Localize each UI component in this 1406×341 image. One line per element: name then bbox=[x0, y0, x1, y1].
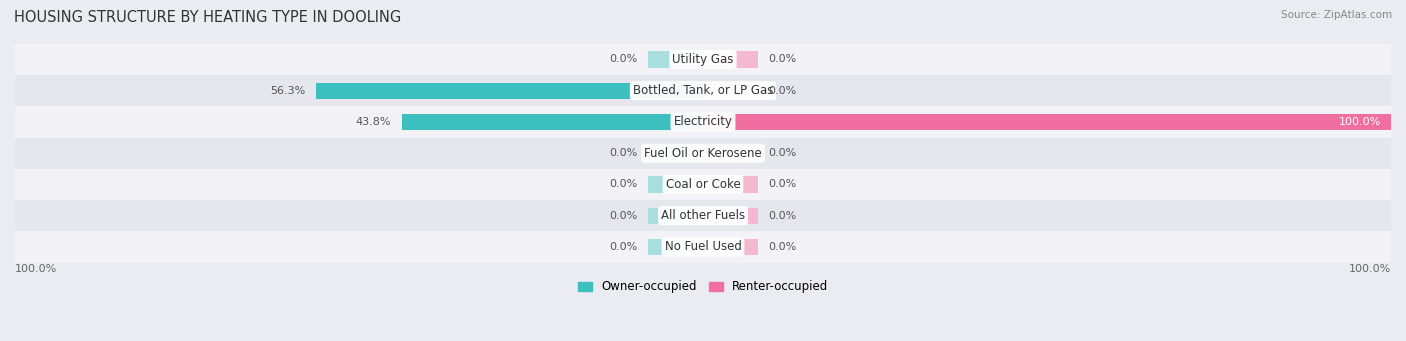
Bar bbox=[15, 231, 1391, 263]
Bar bbox=[648, 208, 703, 224]
Text: 0.0%: 0.0% bbox=[609, 211, 638, 221]
Bar bbox=[703, 51, 758, 68]
Bar bbox=[15, 138, 1391, 169]
Bar bbox=[703, 83, 758, 99]
Text: Utility Gas: Utility Gas bbox=[672, 53, 734, 66]
Bar bbox=[648, 239, 703, 255]
Bar bbox=[316, 83, 703, 99]
Text: 0.0%: 0.0% bbox=[768, 242, 797, 252]
Bar bbox=[15, 44, 1391, 75]
Bar bbox=[703, 208, 758, 224]
Text: HOUSING STRUCTURE BY HEATING TYPE IN DOOLING: HOUSING STRUCTURE BY HEATING TYPE IN DOO… bbox=[14, 10, 401, 25]
Legend: Owner-occupied, Renter-occupied: Owner-occupied, Renter-occupied bbox=[572, 276, 834, 298]
Text: 0.0%: 0.0% bbox=[768, 179, 797, 190]
Text: Source: ZipAtlas.com: Source: ZipAtlas.com bbox=[1281, 10, 1392, 20]
Text: 0.0%: 0.0% bbox=[768, 86, 797, 96]
Text: 43.8%: 43.8% bbox=[356, 117, 391, 127]
Text: 0.0%: 0.0% bbox=[609, 242, 638, 252]
Text: Bottled, Tank, or LP Gas: Bottled, Tank, or LP Gas bbox=[633, 84, 773, 97]
Bar bbox=[15, 200, 1391, 231]
Text: No Fuel Used: No Fuel Used bbox=[665, 240, 741, 253]
Bar bbox=[703, 114, 1391, 130]
Text: 0.0%: 0.0% bbox=[768, 55, 797, 64]
Text: Fuel Oil or Kerosene: Fuel Oil or Kerosene bbox=[644, 147, 762, 160]
Bar bbox=[15, 75, 1391, 106]
Text: Electricity: Electricity bbox=[673, 116, 733, 129]
Bar bbox=[703, 176, 758, 193]
Text: 0.0%: 0.0% bbox=[768, 211, 797, 221]
Bar bbox=[15, 106, 1391, 138]
Text: Coal or Coke: Coal or Coke bbox=[665, 178, 741, 191]
Bar bbox=[703, 145, 758, 161]
Text: 0.0%: 0.0% bbox=[768, 148, 797, 158]
Text: 100.0%: 100.0% bbox=[1339, 117, 1381, 127]
Text: 0.0%: 0.0% bbox=[609, 179, 638, 190]
Text: 100.0%: 100.0% bbox=[15, 265, 58, 275]
Text: 0.0%: 0.0% bbox=[609, 148, 638, 158]
Text: 0.0%: 0.0% bbox=[609, 55, 638, 64]
Bar bbox=[648, 176, 703, 193]
Text: 100.0%: 100.0% bbox=[1348, 265, 1391, 275]
Bar bbox=[703, 239, 758, 255]
Text: 56.3%: 56.3% bbox=[270, 86, 305, 96]
Bar bbox=[402, 114, 703, 130]
Bar bbox=[648, 145, 703, 161]
Bar bbox=[648, 51, 703, 68]
Bar bbox=[15, 169, 1391, 200]
Text: All other Fuels: All other Fuels bbox=[661, 209, 745, 222]
